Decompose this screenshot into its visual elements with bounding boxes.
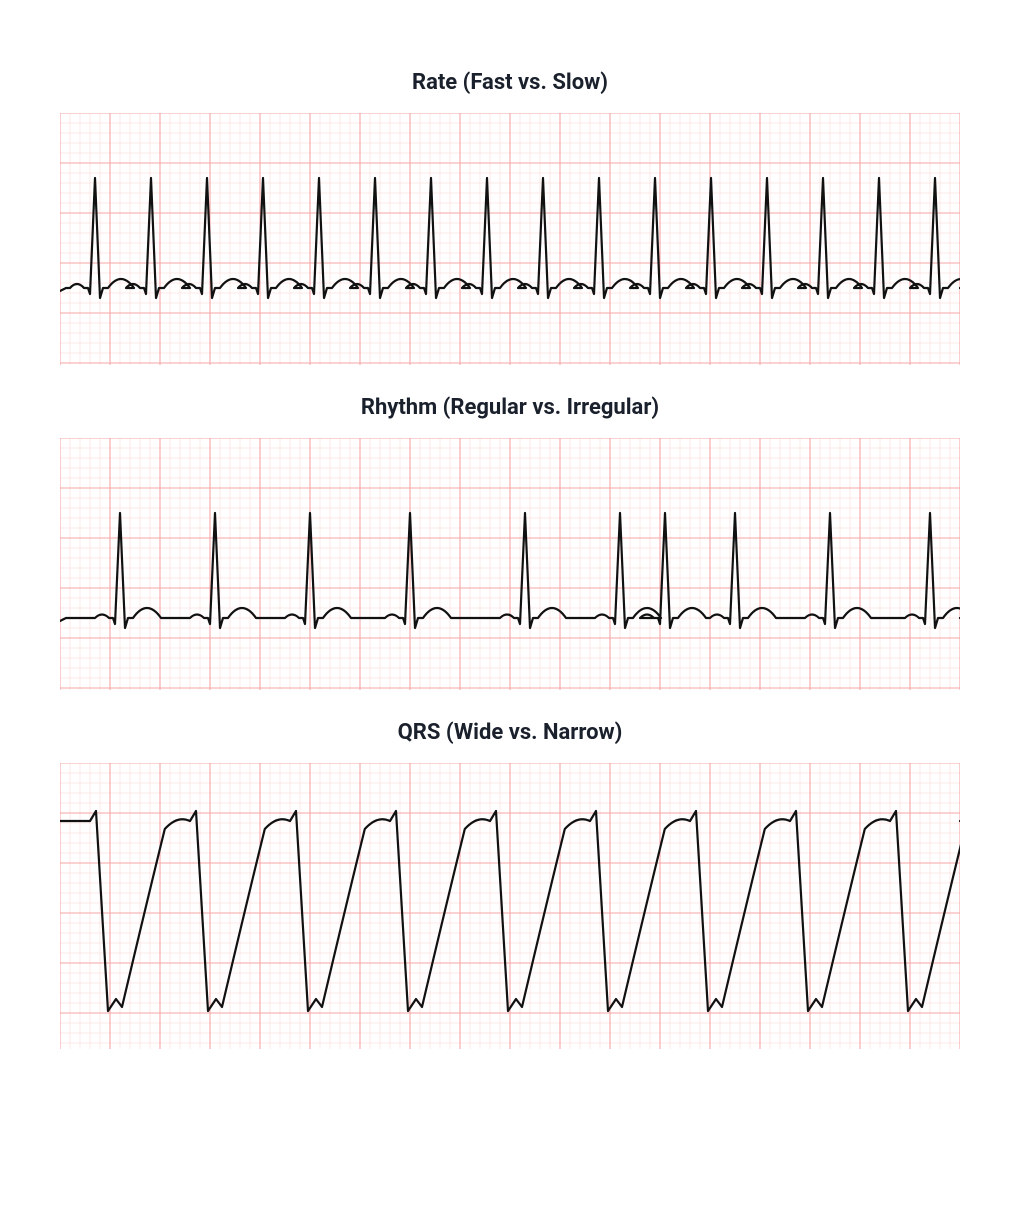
figure: Rate (Fast vs. Slow) Rhythm (Regular vs.… <box>0 0 1020 1109</box>
panel-title-rhythm: Rhythm (Regular vs. Irregular) <box>60 395 960 420</box>
panel-title-rate: Rate (Fast vs. Slow) <box>60 70 960 95</box>
ecg-strip-rate <box>60 113 960 365</box>
ecg-strip-rhythm <box>60 438 960 690</box>
panel-title-qrs: QRS (Wide vs. Narrow) <box>60 720 960 745</box>
ecg-strip-qrs <box>60 763 960 1049</box>
